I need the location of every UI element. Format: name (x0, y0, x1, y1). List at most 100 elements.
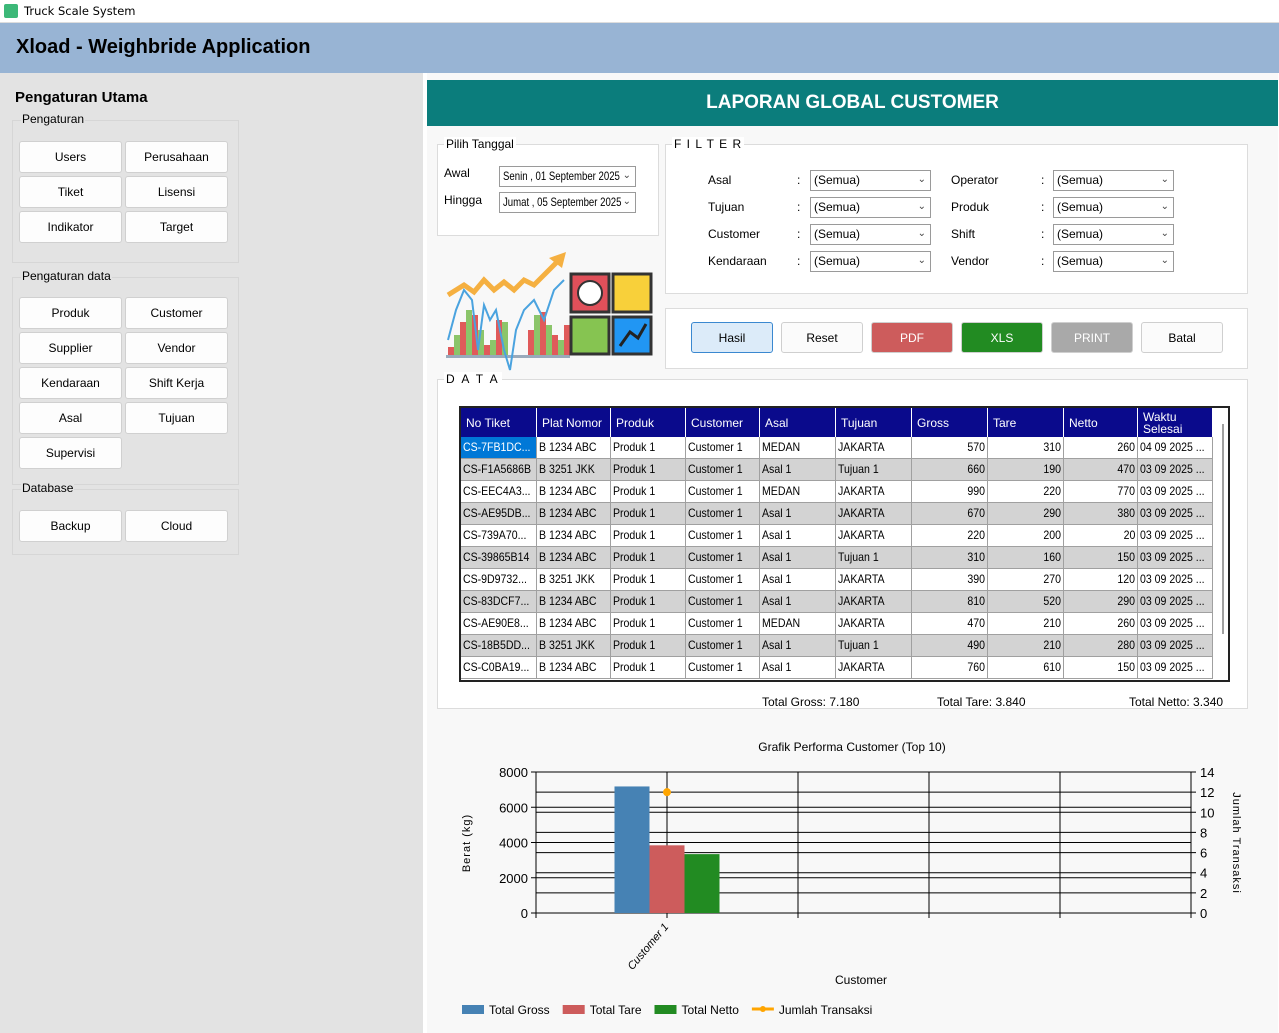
cell-text: Customer 1 (688, 506, 743, 520)
table-row[interactable]: CS-AE90E8... B 1234 ABC Produk 1 Customer 1… (461, 613, 1213, 635)
xls-button[interactable]: XLS (961, 322, 1043, 353)
sidebar-button-indikator[interactable]: Indikator (19, 211, 122, 243)
cell-customer: Customer 1 (686, 613, 760, 634)
filter-shift-dropdown[interactable]: (Semua) ⌄ (1053, 224, 1174, 245)
filter-kendaraan-dropdown[interactable]: (Semua) ⌄ (810, 251, 931, 272)
cell-text: CS-AE95DB... (463, 506, 531, 520)
y-tick-label: 4000 (499, 836, 528, 851)
table-row[interactable]: CS-C0BA19... B 1234 ABC Produk 1 Customer 1… (461, 657, 1213, 679)
cell-text: 310 (967, 550, 985, 564)
group-label: Pengaturan (21, 112, 86, 126)
sidebar-button-supervisi[interactable]: Supervisi (19, 437, 122, 469)
column-header-customer[interactable]: Customer (686, 408, 760, 437)
sidebar-button-users[interactable]: Users (19, 141, 122, 173)
cell-text: Produk 1 (613, 484, 656, 498)
date-group-label: Pilih Tanggal (444, 137, 516, 151)
sidebar-button-lisensi[interactable]: Lisensi (125, 176, 228, 208)
print-button[interactable]: PRINT (1051, 322, 1133, 353)
dropdown-value: (Semua) (814, 227, 861, 241)
cell-asal: MEDAN (760, 437, 836, 458)
sidebar-button-shift-kerja[interactable]: Shift Kerja (125, 367, 228, 399)
cell-no-tiket: CS-C0BA19... (461, 657, 537, 678)
sidebar-button-backup[interactable]: Backup (19, 510, 122, 542)
group-label: Database (21, 481, 75, 495)
chart-title: Grafik Performa Customer (Top 10) (758, 740, 945, 754)
cell-text: Produk 1 (613, 594, 656, 608)
table-row[interactable]: CS-F1A5686B B 3251 JKK Produk 1 Customer 1 A… (461, 459, 1213, 481)
cell-text: 20 (1123, 528, 1135, 542)
table-row[interactable]: CS-AE95DB... B 1234 ABC Produk 1 Customer 1… (461, 503, 1213, 525)
column-header-waktu-selesai[interactable]: Waktu Selesai (1138, 408, 1213, 437)
sidebar-button-tiket[interactable]: Tiket (19, 176, 122, 208)
table-row[interactable]: CS-83DCF7... B 1234 ABC Produk 1 Customer 1… (461, 591, 1213, 613)
cell-text: 04 09 2025 ... (1140, 440, 1205, 454)
cell-gross: 670 (912, 503, 988, 524)
sidebar-button-perusahaan[interactable]: Perusahaan (125, 141, 228, 173)
table-row[interactable]: CS-739A70... B 1234 ABC Produk 1 Customer 1… (461, 525, 1213, 547)
to-date-picker[interactable]: Jumat , 05 September 2025 ⌄ (499, 192, 636, 213)
filter-vendor-dropdown[interactable]: (Semua) ⌄ (1053, 251, 1174, 272)
cell-text: 280 (1117, 638, 1135, 652)
cell-waktu-selesai: 03 09 2025 ... (1138, 459, 1213, 480)
cell-netto: 260 (1064, 613, 1138, 634)
sidebar-button-tujuan[interactable]: Tujuan (125, 402, 228, 434)
column-header-netto[interactable]: Netto (1064, 408, 1138, 437)
bar-total-netto (684, 854, 720, 913)
column-header-plat-nomor[interactable]: Plat Nomor (537, 408, 611, 437)
batal-button[interactable]: Batal (1141, 322, 1223, 353)
sidebar-button-produk[interactable]: Produk (19, 297, 122, 329)
sidebar-button-cloud[interactable]: Cloud (125, 510, 228, 542)
vertical-scrollbar[interactable] (1222, 424, 1224, 634)
from-date-picker[interactable]: Senin , 01 September 2025 ⌄ (499, 166, 636, 187)
cell-text: Produk 1 (613, 638, 656, 652)
cell-produk: Produk 1 (611, 459, 686, 480)
cell-no-tiket: CS-AE95DB... (461, 503, 537, 524)
y2-tick-label: 10 (1200, 805, 1214, 820)
sidebar-button-asal[interactable]: Asal (19, 402, 122, 434)
cell-text: Asal 1 (762, 594, 792, 608)
app-title: Xload - Weighbride Application (16, 36, 311, 58)
column-header-gross[interactable]: Gross (912, 408, 988, 437)
cell-text: Tujuan 1 (838, 462, 879, 476)
table-row[interactable]: CS-7FB1DC... B 1234 ABC Produk 1 Customer 1… (461, 437, 1213, 459)
y2-axis-label: Jumlah Transaksi (1230, 792, 1242, 894)
cell-text: 03 09 2025 ... (1140, 484, 1205, 498)
filter-label-vendor: Vendor (951, 254, 990, 268)
column-header-tujuan[interactable]: Tujuan (836, 408, 912, 437)
cell-tare: 160 (988, 547, 1064, 568)
sidebar-button-target[interactable]: Target (125, 211, 228, 243)
dropdown-value: (Semua) (1057, 227, 1104, 241)
cell-text: B 1234 ABC (539, 550, 597, 564)
column-header-produk[interactable]: Produk (611, 408, 686, 437)
cell-text: 210 (1043, 616, 1061, 630)
sidebar-button-customer[interactable]: Customer (125, 297, 228, 329)
cell-text: Customer 1 (688, 638, 743, 652)
report-table[interactable]: No Tiket Plat Nomor Produk Customer Asal Tuju… (459, 406, 1230, 682)
cell-text: 150 (1117, 660, 1135, 674)
cell-no-tiket: CS-EEC4A3... (461, 481, 537, 502)
table-row[interactable]: CS-18B5DD... B 3251 JKK Produk 1 Customer 1… (461, 635, 1213, 657)
hasil-button[interactable]: Hasil (691, 322, 773, 353)
sidebar-button-supplier[interactable]: Supplier (19, 332, 122, 364)
column-header-no-tiket[interactable]: No Tiket (461, 408, 537, 437)
filter-produk-dropdown[interactable]: (Semua) ⌄ (1053, 197, 1174, 218)
cell-netto: 280 (1064, 635, 1138, 656)
column-header-tare[interactable]: Tare (988, 408, 1064, 437)
filter-operator-dropdown[interactable]: (Semua) ⌄ (1053, 170, 1174, 191)
table-row[interactable]: CS-EEC4A3... B 1234 ABC Produk 1 Customer 1… (461, 481, 1213, 503)
cell-gross: 310 (912, 547, 988, 568)
column-header-asal[interactable]: Asal (760, 408, 836, 437)
cell-text: 220 (967, 528, 985, 542)
cell-gross: 220 (912, 525, 988, 546)
filter-asal-dropdown[interactable]: (Semua) ⌄ (810, 170, 931, 191)
pdf-button[interactable]: PDF (871, 322, 953, 353)
table-row[interactable]: CS-39865B14 B 1234 ABC Produk 1 Customer 1 A… (461, 547, 1213, 569)
filter-tujuan-dropdown[interactable]: (Semua) ⌄ (810, 197, 931, 218)
y2-tick-label: 4 (1200, 866, 1207, 881)
sidebar-button-vendor[interactable]: Vendor (125, 332, 228, 364)
cell-text: Tujuan 1 (838, 550, 879, 564)
sidebar-button-kendaraan[interactable]: Kendaraan (19, 367, 122, 399)
reset-button[interactable]: Reset (781, 322, 863, 353)
table-row[interactable]: CS-9D9732... B 3251 JKK Produk 1 Customer 1… (461, 569, 1213, 591)
filter-customer-dropdown[interactable]: (Semua) ⌄ (810, 224, 931, 245)
